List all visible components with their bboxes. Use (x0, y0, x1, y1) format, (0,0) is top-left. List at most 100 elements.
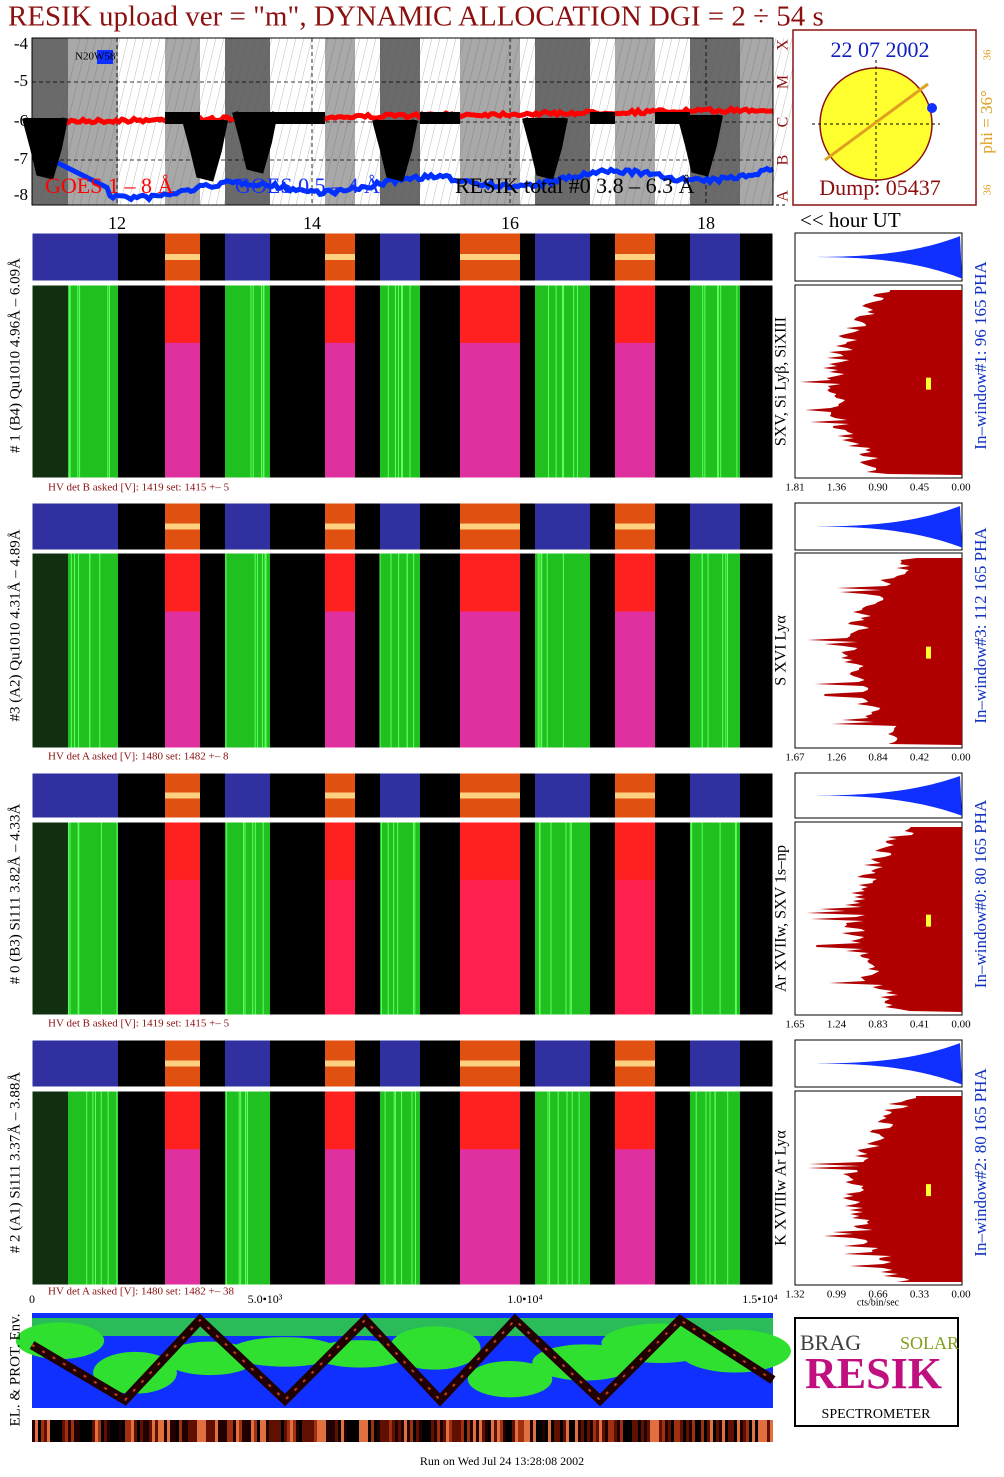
resik-dip (232, 111, 278, 174)
hatch (623, 37, 665, 206)
hist-tick-label: 0.90 (868, 482, 888, 494)
spectro-band (520, 1091, 535, 1285)
env-stripe (593, 1420, 596, 1442)
env-stripe (107, 1420, 110, 1442)
strip-band (32, 233, 68, 281)
env-stripe (275, 1420, 278, 1442)
env-stripe (602, 1420, 605, 1442)
hist-marker (926, 377, 931, 390)
env-stripe (95, 1420, 98, 1442)
spectro-top (615, 822, 655, 880)
strip-band (535, 233, 590, 281)
y-tick-label: -6 (14, 111, 28, 130)
spectro-band (690, 553, 740, 748)
env-stripe (707, 1420, 710, 1442)
env-stripe (635, 1420, 638, 1442)
env-stripe (581, 1420, 584, 1442)
env-stripe (32, 1420, 35, 1442)
env-stripe (728, 1420, 731, 1442)
env-stripe (608, 1420, 611, 1442)
env-stripe (518, 1420, 521, 1442)
line-label: K XVIIIw Ar Lyα (773, 1130, 790, 1246)
env-stripe (611, 1420, 614, 1442)
env-stripe (713, 1420, 716, 1442)
env-stripe (182, 1420, 185, 1442)
env-stripe (692, 1420, 695, 1442)
spectro-frame (31, 552, 774, 749)
env-stripe (704, 1420, 707, 1442)
strip-band (655, 1040, 690, 1087)
env-stripe (701, 1420, 704, 1442)
env-stripe (401, 1420, 404, 1442)
env-stripe (215, 1420, 218, 1442)
hv-label: HV det B asked [V]: 1419 set: 1415 +– 5 (48, 482, 230, 494)
env-stripe (209, 1420, 212, 1442)
spectro-top (165, 285, 200, 343)
hatch (207, 37, 249, 206)
env-stripe (629, 1420, 632, 1442)
hist-tick-label: 0.66 (868, 1289, 888, 1301)
hatch (455, 37, 497, 206)
bottom-tick-label: 5.0•10³ (248, 1292, 283, 1306)
y-tick-label: -4 (14, 34, 29, 53)
env-stripe (461, 1420, 464, 1442)
bottom-tick-label: 1.0•10⁴ (507, 1292, 542, 1306)
hist-tick-label: 0.00 (951, 1019, 971, 1031)
env-stripe (509, 1420, 512, 1442)
env-stripe (362, 1420, 365, 1442)
goes-class: C (775, 117, 792, 128)
strip-band (535, 503, 590, 550)
time-tick-label: 12 (108, 213, 126, 233)
env-stripe (446, 1420, 449, 1442)
spectro-band (740, 822, 773, 1015)
spectro-band (535, 553, 590, 748)
hist-tick-label: 0.41 (910, 1019, 929, 1031)
spectro-band (420, 1091, 460, 1285)
time-tick-label: 18 (697, 213, 715, 233)
env-stripe (485, 1420, 488, 1442)
env-stripe (617, 1420, 620, 1442)
env-blob (467, 1360, 553, 1398)
env-stripe (227, 1420, 230, 1442)
pha-shape (795, 236, 962, 279)
spectro-top (325, 1091, 355, 1150)
time-unit: << hour UT (800, 208, 901, 232)
strip-band (118, 773, 165, 818)
env-stripe (116, 1420, 119, 1442)
hist-marker (926, 914, 931, 927)
env-stripe (668, 1420, 671, 1442)
env-stripe (764, 1420, 767, 1442)
env-stripe (416, 1420, 419, 1442)
hatch (343, 37, 385, 206)
env-stripe (425, 1420, 428, 1442)
spectro-top (165, 1091, 200, 1150)
env-stripe (296, 1420, 299, 1442)
env-stripe (749, 1420, 752, 1442)
env-stripe (392, 1420, 395, 1442)
env-stripe (338, 1420, 341, 1442)
spectro-band (118, 553, 165, 748)
spectro-top (165, 553, 200, 612)
logo-solar: SOLAR (900, 1333, 959, 1353)
env-stripe (413, 1420, 416, 1442)
env-stripe (542, 1420, 545, 1442)
env-stripe (323, 1420, 326, 1442)
hist-shape (800, 290, 962, 475)
spectro-band (535, 822, 590, 1015)
env-stripe (152, 1420, 155, 1442)
strip-band (118, 1040, 165, 1087)
time-tick-label: 14 (303, 213, 321, 233)
env-stripe (137, 1420, 140, 1442)
spectro-band (118, 285, 165, 478)
spectro-band (225, 553, 270, 748)
strip-line (325, 792, 355, 799)
env-stripe (374, 1420, 377, 1442)
env-stripe (563, 1420, 566, 1442)
strip-line (165, 523, 200, 530)
env-stripe (479, 1420, 482, 1442)
env-stripe (110, 1420, 113, 1442)
env-stripe (503, 1420, 506, 1442)
env-stripe (410, 1420, 413, 1442)
env-stripe (524, 1420, 527, 1442)
page-title: RESIK upload ver = "m", DYNAMIC ALLOCATI… (8, 1, 824, 33)
